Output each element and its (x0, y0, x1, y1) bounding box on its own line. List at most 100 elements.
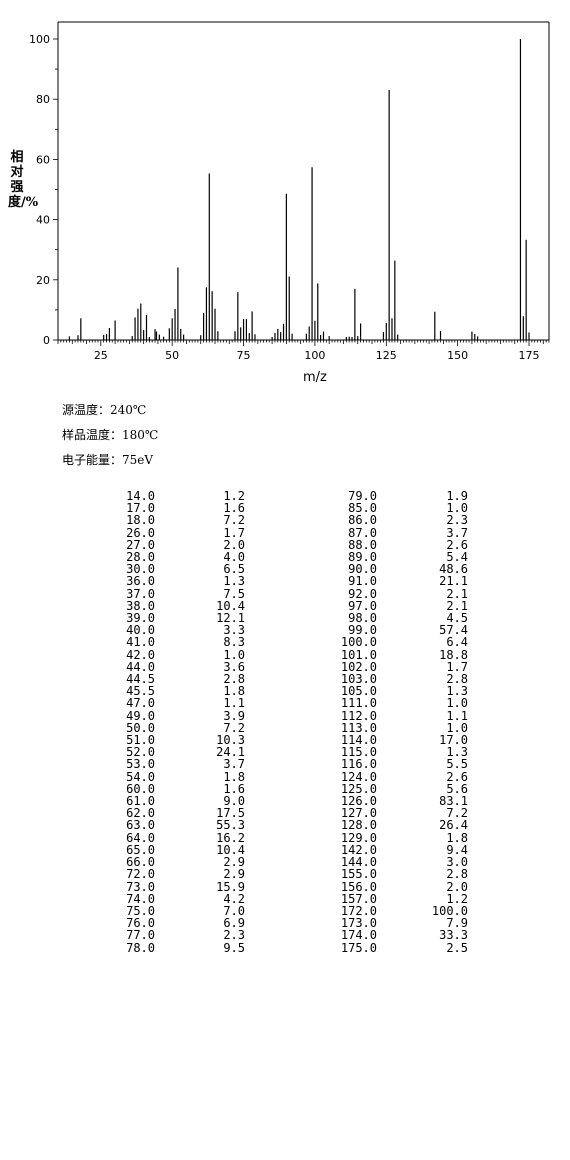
intensity-cell: 1.6 (223, 501, 245, 516)
intensity-cell: 48.6 (439, 562, 468, 577)
mz-cell: 87.0 (348, 525, 377, 540)
intensity-cell: 6.9 (223, 916, 245, 931)
mz-cell: 127.0 (340, 806, 377, 821)
y-tick-label: 20 (36, 274, 50, 287)
intensity-cell: 1.3 (223, 574, 245, 589)
peak-bars (68, 39, 530, 340)
intensity-cell: 1.0 (446, 501, 468, 516)
mz-cell: 174.0 (340, 928, 377, 943)
chart-axes (53, 21, 550, 346)
table-row: 30.0 6.5 90.0 48.6 (100, 563, 468, 575)
y-tick-label: 60 (36, 153, 50, 166)
table-row: 41.0 8.3 100.0 6.4 (100, 636, 468, 648)
intensity-cell: 1.0 (446, 720, 468, 735)
intensity-cell: 1.9 (446, 489, 468, 503)
mz-cell: 66.0 (126, 855, 155, 870)
mz-cell: 62.0 (126, 806, 155, 821)
mz-cell: 112.0 (340, 708, 377, 723)
electron-energy: 电子能量：75eV (62, 453, 154, 467)
intensity-cell: 100.0 (431, 903, 468, 918)
intensity-cell: 2.6 (446, 769, 468, 784)
mz-cell: 142.0 (340, 842, 377, 857)
intensity-cell: 12.1 (216, 611, 245, 626)
intensity-cell: 8.3 (223, 635, 245, 650)
intensity-cell: 26.4 (439, 818, 468, 833)
intensity-cell: 1.3 (446, 745, 468, 760)
table-row: 39.0 12.1 98.0 4.5 (100, 612, 468, 624)
intensity-cell: 83.1 (439, 794, 468, 809)
mz-cell: 40.0 (126, 623, 155, 638)
intensity-cell: 5.5 (446, 757, 468, 772)
intensity-cell: 6.4 (446, 635, 468, 650)
intensity-cell: 6.5 (223, 562, 245, 577)
table-row: 72.0 2.9 155.0 2.8 (100, 868, 468, 880)
intensity-cell: 2.3 (446, 513, 468, 528)
mz-cell: 73.0 (126, 879, 155, 894)
intensity-cell: 2.1 (446, 586, 468, 601)
intensity-cell: 2.8 (446, 672, 468, 687)
mz-cell: 98.0 (348, 611, 377, 626)
mz-cell: 18.0 (126, 513, 155, 528)
mz-cell: 92.0 (348, 586, 377, 601)
mz-cell: 27.0 (126, 537, 155, 552)
x-axis-label: m/z (303, 370, 327, 385)
table-row: 75.0 7.0 172.0 100.0 (100, 905, 468, 917)
y-tick-label: 100 (29, 33, 50, 46)
mz-cell: 47.0 (126, 696, 155, 711)
mz-cell: 37.0 (126, 586, 155, 601)
mz-cell: 28.0 (126, 550, 155, 565)
intensity-cell: 57.4 (439, 623, 468, 638)
intensity-cell: 7.0 (223, 903, 245, 918)
table-row: 64.0 16.2 129.0 1.8 (100, 830, 468, 845)
table-row: 74.0 4.2 157.0 1.2 (100, 892, 468, 904)
intensity-cell: 2.0 (446, 879, 468, 894)
table-row: 49.0 3.9 112.0 1.1 (100, 708, 468, 723)
intensity-cell: 15.9 (216, 879, 245, 894)
intensity-cell: 1.7 (446, 659, 468, 674)
intensity-cell: 7.5 (223, 586, 245, 601)
table-row: 14.0 1.2 79.0 1.9 (100, 490, 468, 502)
intensity-cell: 7.9 (446, 916, 468, 931)
mass-spectrum-chart: 25 50 75 100 125 150 175 0 20 40 60 80 100 m/z (29, 21, 550, 385)
mz-cell: 44.0 (126, 659, 155, 674)
mz-cell: 125.0 (340, 781, 377, 796)
intensity-cell: 5.6 (446, 781, 468, 796)
table-row: 38.0 10.4 97.0 2.1 (100, 600, 468, 612)
mz-cell: 129.0 (340, 830, 377, 845)
intensity-cell: 24.1 (216, 745, 245, 760)
mz-cell: 89.0 (348, 550, 377, 565)
peak-table-body: 14.0 1.2 79.0 1.9 17.0 1.6 85.0 1.0 18.0 7.2 86.0 2… (100, 490, 468, 954)
mz-cell: 114.0 (340, 733, 377, 748)
table-row: 28.0 4.0 89.0 5.4 (100, 551, 468, 563)
x-tick-label: 150 (447, 349, 468, 362)
tick-labels: 25 50 75 100 125 150 175 0 20 40 60 80 100 m/z (29, 33, 540, 385)
table-row: 63.0 55.3 128.0 26.4 (100, 819, 468, 831)
mz-cell: 49.0 (126, 708, 155, 723)
table-row: 37.0 7.5 92.0 2.1 (100, 586, 468, 601)
mz-cell: 61.0 (126, 794, 155, 809)
intensity-cell: 3.6 (223, 659, 245, 674)
mz-cell: 17.0 (126, 501, 155, 516)
intensity-cell: 9.5 (223, 940, 245, 955)
mz-cell: 51.0 (126, 733, 155, 748)
intensity-cell: 10.4 (216, 598, 245, 613)
mz-cell: 175.0 (340, 940, 377, 955)
intensity-cell: 4.0 (223, 550, 245, 565)
mz-cell: 128.0 (340, 818, 377, 833)
intensity-cell: 1.1 (446, 708, 468, 723)
mz-cell: 79.0 (348, 489, 377, 503)
mz-cell: 172.0 (340, 903, 377, 918)
experiment-conditions: 源温度：240℃ 样品温度：180℃ 电子能量：75eV (62, 398, 158, 473)
mz-cell: 36.0 (126, 574, 155, 589)
intensity-cell: 3.9 (223, 708, 245, 723)
intensity-cell: 55.3 (216, 818, 245, 833)
table-row: 47.0 1.1 111.0 1.0 (100, 697, 468, 709)
mz-cell: 14.0 (126, 489, 155, 503)
intensity-cell: 2.8 (446, 867, 468, 882)
intensity-cell: 2.9 (223, 855, 245, 870)
intensity-cell: 2.5 (446, 940, 468, 955)
intensity-cell: 9.0 (223, 794, 245, 809)
mz-cell: 42.0 (126, 647, 155, 662)
intensity-cell: 2.8 (223, 672, 245, 687)
mz-cell: 102.0 (340, 659, 377, 674)
